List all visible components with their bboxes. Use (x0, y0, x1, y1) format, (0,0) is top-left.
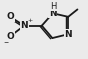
Text: N: N (64, 30, 72, 39)
Text: H: H (51, 2, 57, 11)
Text: −: − (3, 40, 8, 45)
Text: +: + (27, 18, 33, 23)
Text: O: O (6, 32, 14, 41)
Text: N: N (49, 9, 57, 18)
Text: O: O (6, 12, 14, 21)
Text: N: N (20, 21, 28, 30)
